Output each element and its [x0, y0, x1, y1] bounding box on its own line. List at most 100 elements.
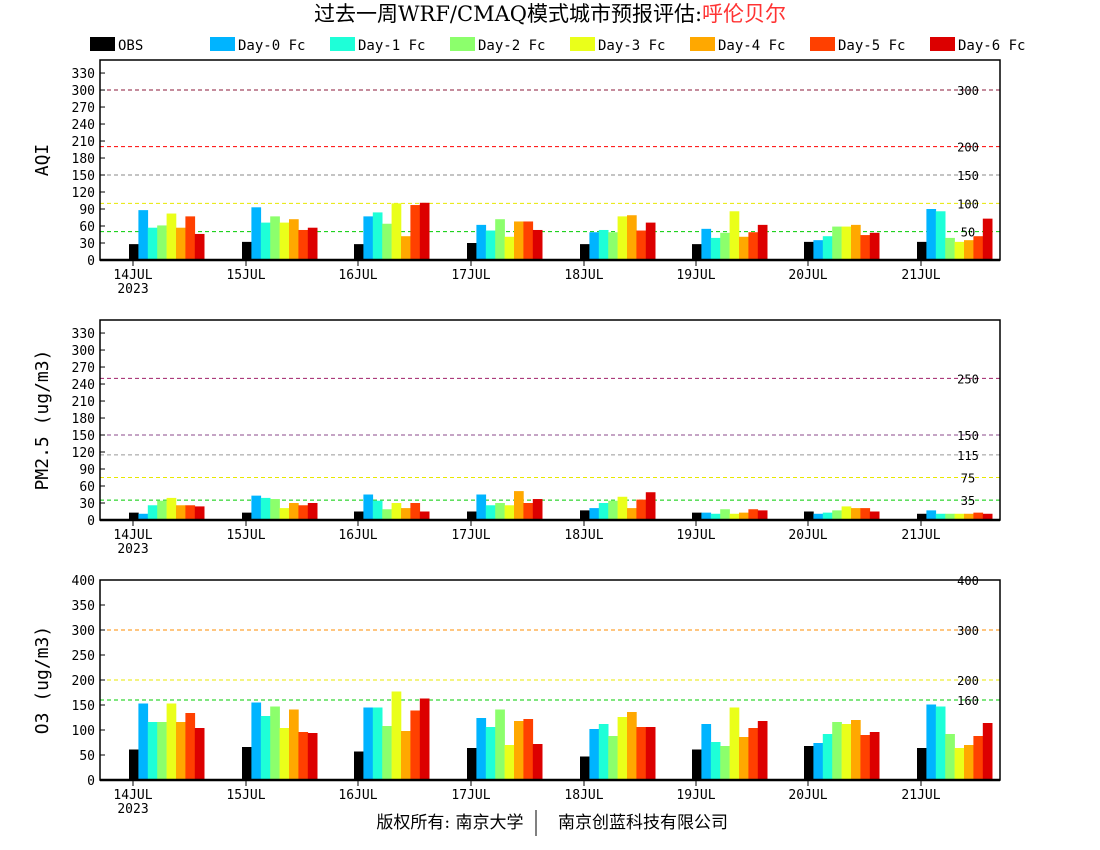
bar-day-4-fc: [176, 227, 186, 260]
bar-day-4-fc: [289, 503, 299, 520]
y-tick-label: 240: [72, 118, 95, 133]
bar-day-0-fc: [251, 495, 262, 520]
bar-day-3-fc: [166, 497, 177, 520]
x-tick-label: 16JUL: [338, 788, 377, 803]
bar-day-6-fc: [194, 728, 205, 780]
bar-day-6-fc: [307, 733, 318, 780]
legend-swatch: [690, 37, 715, 51]
bar-obs: [580, 510, 590, 520]
bar-day-0-fc: [926, 209, 937, 260]
reference-line-label: 35: [961, 494, 975, 508]
x-tick-label: 14JUL: [113, 528, 152, 543]
bar-day-6-fc: [982, 723, 993, 780]
bar-day-5-fc: [973, 736, 984, 780]
bar-day-5-fc: [185, 216, 196, 260]
x-tick-label: 18JUL: [564, 268, 603, 283]
bar-day-6-fc: [307, 227, 318, 260]
bar-obs: [129, 512, 139, 520]
y-axis-label: O3 (ug/m3): [32, 626, 53, 734]
legend-label: Day-6 Fc: [958, 38, 1025, 54]
reference-line-label: 75: [961, 472, 975, 486]
bar-day-6-fc: [307, 503, 318, 520]
x-tick-label: 17JUL: [451, 528, 490, 543]
bar-day-6-fc: [757, 510, 768, 520]
bar-day-5-fc: [298, 732, 309, 780]
reference-line-label: 300: [957, 84, 979, 98]
chart-title-main: 过去一周WRF/CMAQ模式城市预报评估:: [314, 2, 702, 26]
reference-line-label: 115: [957, 449, 979, 463]
bar-day-6-fc: [532, 744, 543, 780]
legend-label: Day-2 Fc: [478, 38, 545, 54]
bar-day-0-fc: [589, 729, 600, 780]
reference-line-label: 150: [957, 429, 979, 443]
bar-day-6-fc: [757, 721, 768, 780]
bar-day-4-fc: [514, 491, 524, 520]
bar-day-2-fc: [157, 500, 167, 520]
y-tick-label: 120: [72, 446, 95, 461]
bar-day-2-fc: [720, 746, 730, 780]
bar-day-6-fc: [532, 499, 543, 520]
bar-day-3-fc: [954, 241, 965, 260]
bar-day-0-fc: [589, 508, 600, 520]
bar-day-5-fc: [860, 235, 871, 260]
x-tick-label: 14JUL: [113, 268, 152, 283]
y-tick-label: 210: [72, 135, 95, 150]
bar-day-4-fc: [289, 219, 299, 260]
x-tick-label: 18JUL: [564, 528, 603, 543]
bar-day-4-fc: [739, 512, 749, 520]
bar-obs: [580, 244, 590, 260]
bar-day-1-fc: [485, 505, 496, 520]
bar-day-5-fc: [860, 735, 871, 780]
y-tick-label: 150: [72, 169, 95, 184]
bar-day-1-fc: [598, 229, 609, 260]
bar-obs: [467, 511, 477, 520]
footer-left: 版权所有: 南京大学: [376, 813, 523, 833]
bar-obs: [580, 756, 590, 780]
reference-line-label: 300: [957, 624, 979, 638]
y-tick-label: 330: [72, 327, 95, 342]
reference-line-label: 160: [957, 694, 979, 708]
bar-obs: [804, 511, 814, 520]
bar-day-4-fc: [627, 508, 637, 520]
bar-day-5-fc: [636, 499, 647, 520]
bar-day-2-fc: [270, 706, 280, 780]
bar-day-6-fc: [869, 732, 880, 780]
legend-swatch: [210, 37, 235, 51]
y-axis-label: PM2.5 (ug/m3): [32, 350, 53, 491]
y-tick-label: 120: [72, 186, 95, 201]
bar-day-4-fc: [401, 236, 411, 260]
bar-day-1-fc: [260, 222, 271, 260]
bar-day-5-fc: [973, 512, 984, 520]
x-tick-label: 16JUL: [338, 528, 377, 543]
x-tick-label: 15JUL: [226, 528, 265, 543]
y-tick-label: 60: [79, 220, 95, 235]
bar-day-1-fc: [147, 227, 158, 260]
bar-day-2-fc: [382, 509, 392, 520]
y-tick-label: 30: [79, 237, 95, 252]
bar-day-1-fc: [822, 512, 833, 520]
bar-day-4-fc: [964, 745, 974, 780]
bar-day-5-fc: [410, 710, 421, 780]
bar-day-5-fc: [748, 728, 759, 780]
bar-day-6-fc: [194, 506, 205, 520]
year-label: 2023: [117, 802, 148, 817]
bar-day-4-fc: [627, 215, 637, 260]
bar-day-0-fc: [701, 724, 712, 780]
chart-title-city: 呼伦贝尔: [702, 2, 786, 26]
x-tick-label: 19JUL: [676, 788, 715, 803]
panel-0: 300 200 150 100 50 0 30 60 90 120 150 180 210 240 270 3…: [32, 59, 1001, 297]
x-tick-label: 17JUL: [451, 268, 490, 283]
y-tick-label: 180: [72, 152, 95, 167]
y-tick-label: 250: [72, 649, 95, 664]
bar-day-6-fc: [645, 222, 656, 260]
reference-line-label: 100: [957, 197, 979, 211]
reference-line-label: 250: [957, 372, 979, 386]
y-tick-label: 50: [79, 749, 95, 764]
bar-day-3-fc: [504, 745, 515, 780]
bar-obs: [242, 747, 252, 780]
bar-day-1-fc: [598, 503, 609, 520]
bar-day-1-fc: [935, 513, 946, 520]
panel-1: 250 150 115 75 35 0 30 60 90 120 150 180 210 240 270 30…: [32, 319, 1001, 557]
bar-day-1-fc: [710, 237, 721, 260]
